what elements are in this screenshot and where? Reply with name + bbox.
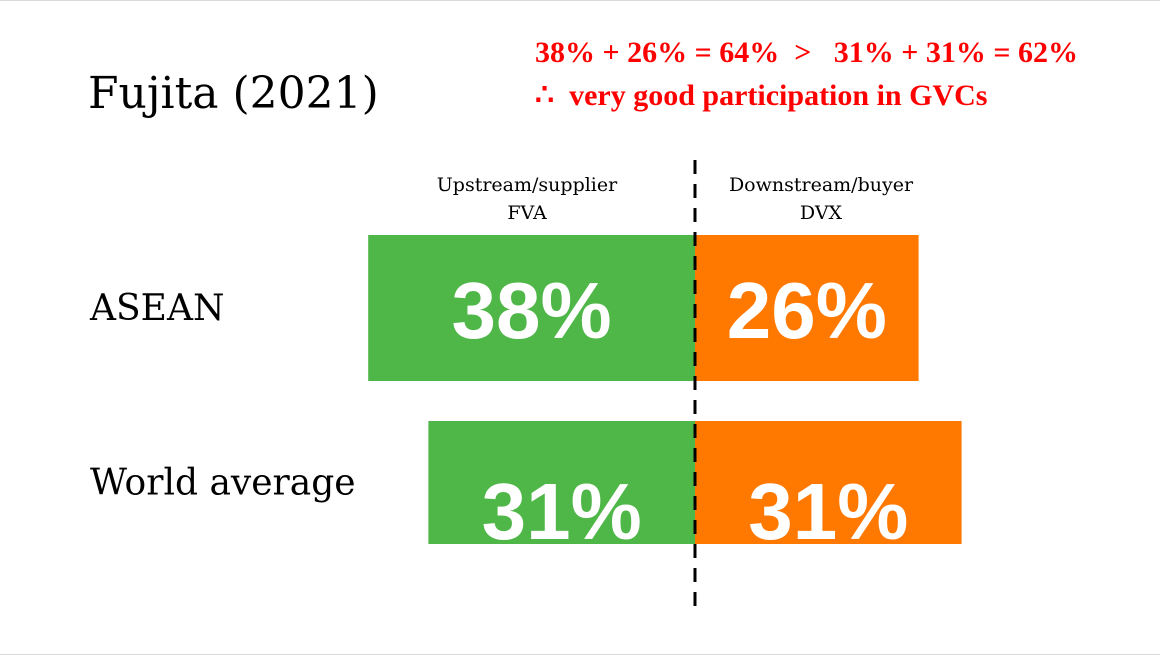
top-divider-line — [0, 0, 1160, 1]
bottom-divider-line — [0, 654, 1160, 655]
annotation-conclusion: ∴ very good participation in GVCs — [535, 79, 988, 112]
category-label: World average — [90, 463, 356, 504]
column-header-line2: DVX — [800, 202, 843, 224]
column-header-line1: Downstream/buyer — [729, 174, 914, 196]
category-label: ASEAN — [89, 288, 224, 329]
annotation-comparison: 38% + 26% = 64% > 31% + 31% = 62% — [535, 36, 1078, 69]
slide-title: Fujita (2021) — [88, 68, 379, 119]
bar-downstream — [695, 235, 919, 381]
bar-downstream — [695, 421, 962, 544]
bar-upstream — [368, 235, 695, 381]
column-header-line2: FVA — [507, 202, 547, 224]
bar-upstream — [428, 421, 695, 544]
column-header-line1: Upstream/supplier — [437, 174, 618, 196]
data-label-downstream: 26% — [727, 266, 887, 355]
data-label-upstream: 38% — [452, 266, 612, 355]
data-label-downstream: 31% — [748, 467, 908, 556]
data-label-upstream: 31% — [482, 467, 642, 556]
